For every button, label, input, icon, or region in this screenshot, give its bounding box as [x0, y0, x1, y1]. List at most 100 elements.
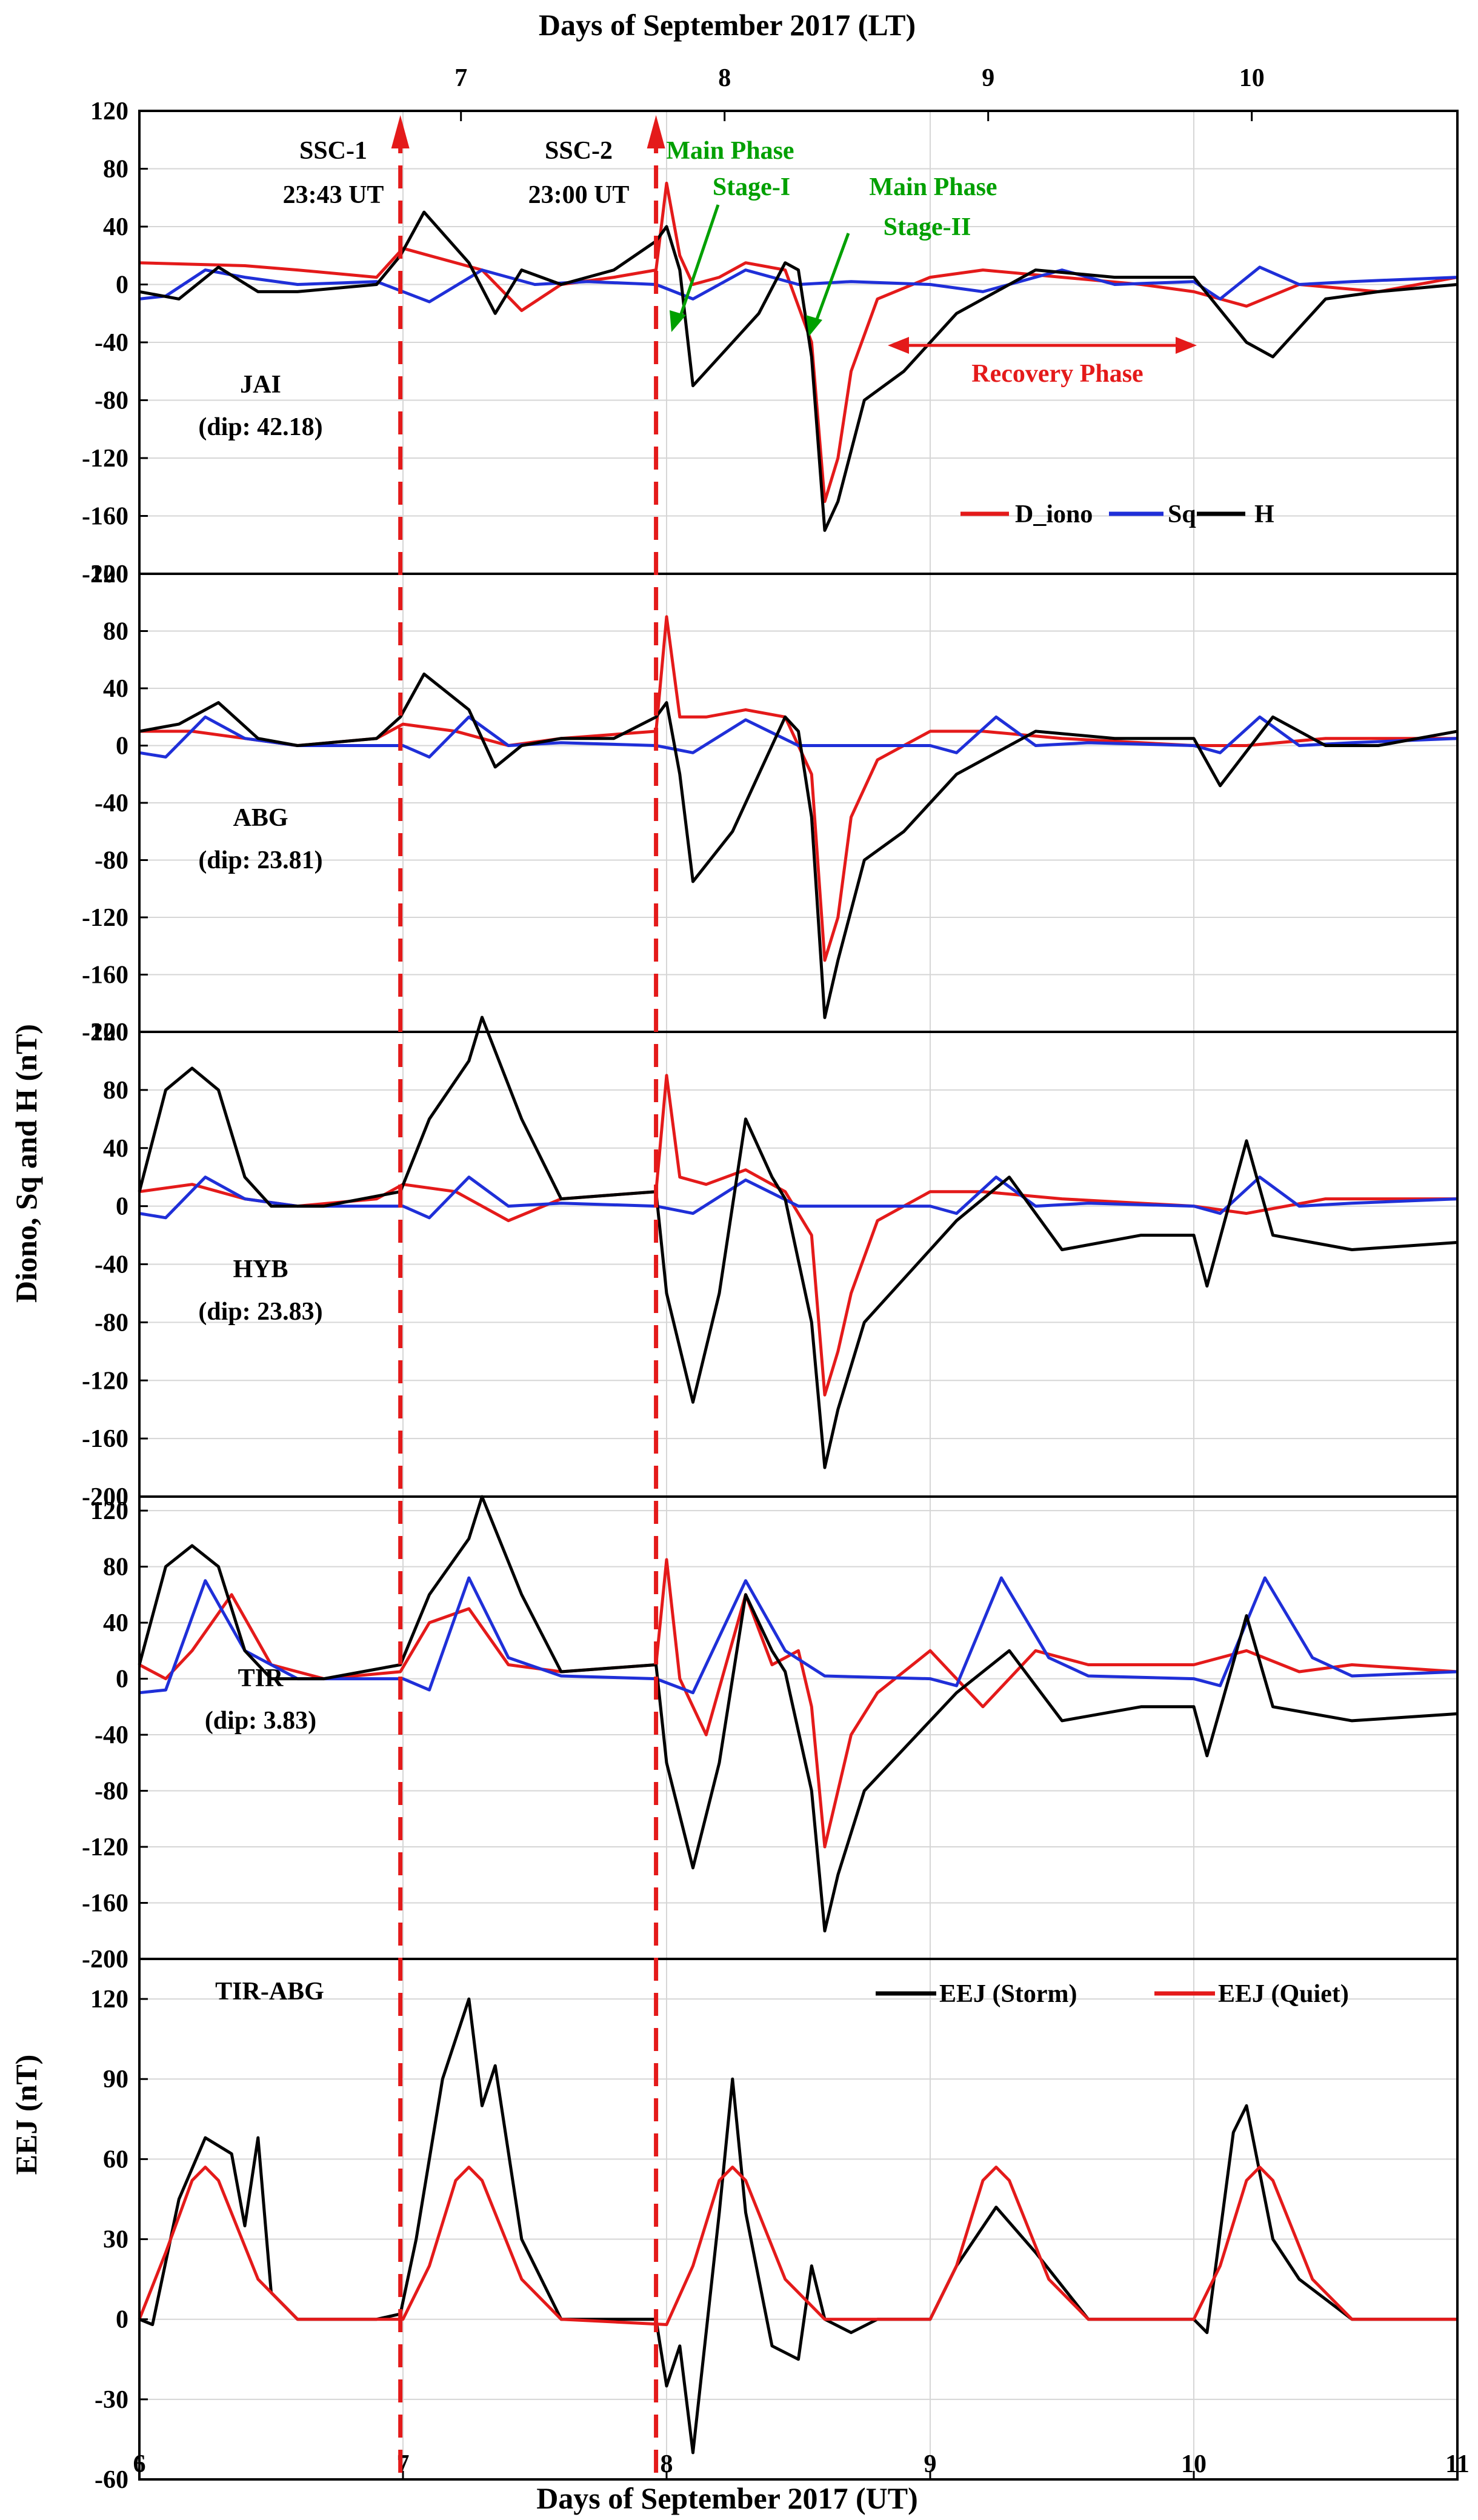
series-tir-abg-eej-quiet-: [138, 2166, 1457, 2326]
station-label-hyb: HYB: [233, 1255, 288, 1283]
series-tir-h: [138, 1495, 1458, 1933]
y-tick-label: -200: [82, 560, 128, 588]
series-hyb-d-iono: [139, 1074, 1457, 1397]
y-tick-label: 40: [103, 213, 128, 241]
panel-frame-tir-abg: [138, 1958, 1459, 2481]
legend-label-eej-storm: EEJ (Storm): [939, 1980, 1077, 2008]
ssc2-label: SSC-2: [545, 137, 613, 165]
y-tick-label: 40: [103, 1135, 128, 1163]
y-tick-label: -120: [82, 1833, 128, 1861]
legend-eej: EEJ (Storm) EEJ (Quiet): [876, 1980, 1349, 2008]
y-tick-label: -80: [95, 387, 128, 415]
recovery-arrowhead-left: [888, 337, 909, 354]
legend-label-eej-quiet: EEJ (Quiet): [1218, 1980, 1349, 2008]
y-tick-label: -160: [82, 1425, 128, 1453]
y-tick-label: -30: [95, 2386, 128, 2414]
bottom-axis-title: Days of September 2017 (UT): [536, 2481, 918, 2515]
top-tick-label: 7: [454, 64, 467, 92]
bottom-tick-label: 9: [924, 2450, 937, 2478]
dip-label-hyb: (dip: 23.83): [198, 1298, 322, 1326]
dip-label-tir: (dip: 3.83): [205, 1707, 316, 1735]
series-jai-h: [139, 210, 1458, 532]
y-tick-label: -40: [95, 1721, 128, 1749]
legend-label-h: H: [1254, 500, 1274, 528]
y-tick-label: -80: [95, 1778, 128, 1806]
y-tick-label: -60: [95, 2466, 128, 2494]
y-tick-label: -200: [82, 1483, 128, 1511]
series-abg-h: [139, 672, 1458, 1019]
y-tick-label: 60: [103, 2146, 128, 2173]
y-tick-label: 0: [116, 271, 128, 299]
frame-layer: [138, 110, 1459, 2481]
y-tick-label: 80: [103, 1077, 128, 1105]
y-tick-label: -200: [82, 1946, 128, 1973]
bottom-tick-label: 8: [661, 2450, 673, 2478]
station-label-abg: ABG: [233, 804, 288, 832]
main-phase-stage-2-arrowhead: [806, 315, 822, 336]
station-label-jai: JAI: [240, 371, 281, 399]
y-tick-label: -40: [95, 790, 128, 817]
y-tick-label: -160: [82, 503, 128, 531]
y-tick-label: 90: [103, 2066, 128, 2093]
grid-layer: [139, 111, 1457, 2479]
y-tick-label: -120: [82, 1367, 128, 1395]
y-tick-label: 30: [103, 2226, 128, 2254]
series-tir-abg-eej-storm-: [139, 1997, 1457, 2455]
y-tick-label: -40: [95, 1251, 128, 1279]
main-phase-stage-2-title: Main Phase: [869, 173, 997, 201]
y-tick-label: -40: [95, 329, 128, 357]
recovery-arrowhead-right: [1176, 337, 1197, 354]
recovery-phase-label: Recovery Phase: [971, 360, 1143, 388]
y-tick-label: 80: [103, 156, 128, 184]
trace-layer: [138, 181, 1458, 2455]
legend-top: D_iono Sq H: [960, 500, 1274, 528]
dip-label-abg: (dip: 23.81): [198, 846, 322, 874]
y-tick-label: 0: [116, 2306, 128, 2334]
main-phase-stage-1-arrowhead: [670, 310, 686, 332]
bottom-tick-label: 6: [133, 2450, 146, 2478]
main-phase-stage-1-label: Stage-I: [713, 173, 790, 201]
y-tick-label: -80: [95, 847, 128, 875]
y-tick-label: 80: [103, 1554, 128, 1581]
ssc2-time: 23:00 UT: [528, 181, 630, 209]
main-phase-stage-2-arrow: [813, 233, 850, 325]
ssc1-label: SSC-1: [299, 137, 367, 165]
y-tick-label: -120: [82, 445, 128, 473]
series-abg-d-iono: [139, 615, 1457, 962]
y-tick-label: 120: [90, 1497, 128, 1525]
annotation-layer: [391, 115, 1197, 2479]
eej-y-axis-title: EEJ (nT): [9, 2055, 43, 2175]
y-tick-label: -160: [82, 1890, 128, 1918]
dip-label-jai: (dip: 42.18): [198, 413, 322, 441]
main-phase-stage-1-arrow: [677, 204, 720, 322]
bottom-tick-label: 11: [1445, 2450, 1470, 2478]
ssc-arrow-2: [647, 115, 665, 148]
y-tick-label: 120: [90, 98, 128, 125]
station-label-tir-abg: TIR-ABG: [215, 1978, 324, 2006]
legend-label-sq: Sq: [1168, 500, 1196, 528]
shared-y-axis-title: Diono, Sq and H (nT): [9, 1024, 43, 1303]
y-tick-label: -80: [95, 1309, 128, 1337]
ssc-arrow-1: [391, 115, 410, 148]
series-hyb-h: [138, 1016, 1458, 1469]
y-tick-label: 0: [116, 733, 128, 760]
y-tick-label: 0: [116, 1666, 128, 1694]
y-tick-label: 80: [103, 618, 128, 646]
y-tick-label: -160: [82, 962, 128, 989]
top-tick-label: 8: [718, 64, 731, 92]
y-tick-label: 120: [90, 1986, 128, 2013]
y-tick-label: 120: [90, 560, 128, 588]
tick-layer: -200-160-120-80-4004080120-200-160-120-8…: [82, 64, 1470, 2494]
main-phase-stage-2-label: Stage-II: [884, 213, 971, 241]
y-tick-label: -200: [82, 1019, 128, 1046]
legend-label-d-iono: D_iono: [1015, 500, 1093, 528]
y-tick-label: 0: [116, 1193, 128, 1221]
y-tick-label: -120: [82, 904, 128, 932]
y-tick-label: 120: [90, 1019, 128, 1046]
main-phase-stage-1-title: Main Phase: [666, 137, 794, 165]
y-tick-label: 40: [103, 675, 128, 703]
y-tick-label: 40: [103, 1609, 128, 1637]
series-tir-d-iono: [138, 1558, 1458, 1849]
series-jai-sq: [139, 265, 1458, 304]
